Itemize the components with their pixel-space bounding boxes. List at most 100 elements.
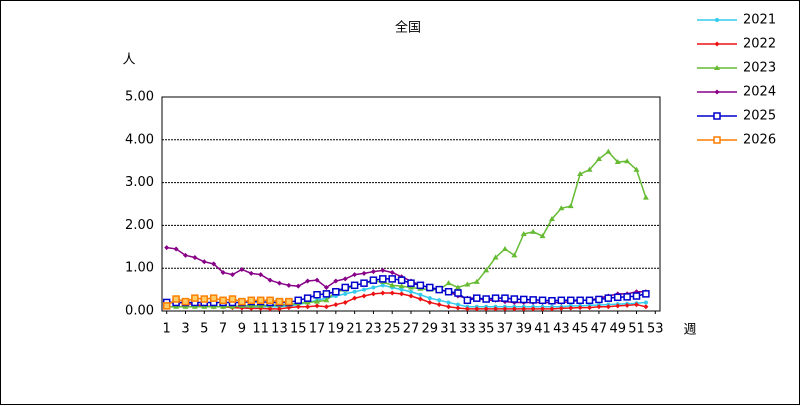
marker <box>407 279 415 287</box>
marker <box>192 255 198 260</box>
x-tick-label: 53 <box>647 322 664 337</box>
marker <box>248 270 254 276</box>
x-tick-label: 15 <box>290 322 307 337</box>
marker <box>511 252 518 258</box>
marker <box>435 285 443 294</box>
marker <box>182 303 189 309</box>
marker <box>162 302 171 310</box>
marker <box>173 246 179 252</box>
x-tick-label: 47 <box>591 322 608 337</box>
marker <box>389 269 395 275</box>
x-tick-label: 27 <box>403 322 420 337</box>
legend-label: 2022 <box>743 37 776 52</box>
marker <box>576 296 584 305</box>
marker <box>323 304 329 310</box>
y-axis-label: 人 <box>122 53 135 68</box>
marker <box>418 292 423 297</box>
marker <box>352 295 358 301</box>
series-line <box>166 246 646 304</box>
marker <box>493 306 499 312</box>
marker <box>305 304 311 310</box>
marker <box>426 283 434 292</box>
marker <box>228 295 237 303</box>
marker <box>520 230 527 236</box>
marker <box>314 277 320 283</box>
marker <box>201 303 208 309</box>
marker <box>210 303 217 309</box>
marker <box>360 279 368 287</box>
chart-title: 全国 <box>395 20 421 36</box>
marker <box>229 272 235 278</box>
legend-label: 2025 <box>743 109 776 124</box>
y-tick-label: 3.00 <box>125 175 154 190</box>
marker <box>295 283 301 289</box>
marker <box>304 299 311 305</box>
marker <box>370 269 376 275</box>
marker <box>605 148 612 154</box>
marker <box>455 302 460 307</box>
marker <box>323 284 329 290</box>
marker <box>322 290 331 298</box>
y-tick-label: 1.00 <box>125 261 154 276</box>
marker <box>267 306 273 312</box>
marker <box>454 284 461 290</box>
marker <box>540 306 546 312</box>
marker <box>314 303 320 309</box>
marker <box>416 281 425 290</box>
marker <box>642 290 650 298</box>
marker <box>624 158 631 164</box>
marker <box>389 290 395 296</box>
marker <box>172 295 180 303</box>
marker <box>333 278 339 284</box>
marker <box>613 293 622 302</box>
marker <box>295 304 301 310</box>
marker <box>398 283 405 289</box>
x-axis-label: 週 <box>683 323 696 338</box>
marker <box>464 306 470 312</box>
marker <box>417 296 423 302</box>
legend-marker <box>714 41 720 47</box>
x-tick-label: 5 <box>200 322 208 337</box>
x-tick-label: 49 <box>609 322 626 337</box>
marker <box>427 299 433 305</box>
marker <box>350 281 359 290</box>
marker <box>409 289 413 294</box>
marker <box>201 259 207 265</box>
marker <box>529 296 537 304</box>
marker <box>530 306 536 312</box>
y-tick-label: 0.00 <box>125 304 154 319</box>
marker <box>539 233 546 239</box>
marker <box>313 290 321 299</box>
marker <box>585 296 594 305</box>
legend-marker <box>714 89 720 95</box>
marker <box>474 306 480 312</box>
marker <box>362 287 367 292</box>
marker <box>352 289 357 294</box>
marker <box>276 280 282 286</box>
marker <box>286 282 292 288</box>
marker <box>643 300 648 305</box>
marker <box>248 302 255 308</box>
marker <box>369 276 378 284</box>
x-tick-label: 31 <box>440 322 457 337</box>
marker <box>220 303 227 309</box>
x-tick-label: 21 <box>346 322 363 337</box>
marker <box>577 171 584 177</box>
x-tick-label: 43 <box>553 322 570 337</box>
marker <box>511 306 517 312</box>
marker <box>352 272 358 278</box>
marker <box>285 297 293 306</box>
marker <box>444 287 453 296</box>
series-line <box>166 278 647 304</box>
marker <box>256 296 265 305</box>
marker <box>437 298 442 303</box>
marker <box>427 296 432 301</box>
marker <box>473 278 480 284</box>
x-tick-label: 19 <box>328 322 345 337</box>
marker <box>238 297 246 306</box>
marker <box>558 305 564 311</box>
marker <box>604 294 613 302</box>
x-tick-label: 41 <box>534 322 551 337</box>
